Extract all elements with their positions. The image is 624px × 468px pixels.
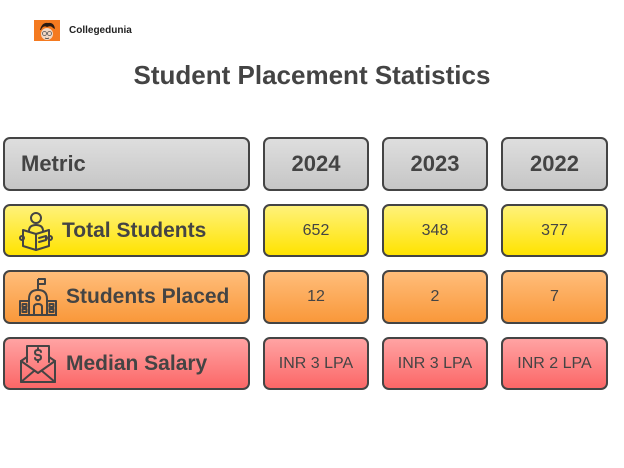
cell-total-students-2022: 377	[501, 204, 608, 257]
cell-students-placed-2022: 7	[501, 270, 608, 324]
row-label-text: Total Students	[62, 218, 207, 242]
header-metric: Metric	[3, 137, 250, 191]
header-2024: 2024	[263, 137, 369, 191]
header-2023: 2023	[382, 137, 488, 191]
row-label-median-salary: Median Salary	[3, 337, 250, 390]
school-building-icon	[19, 278, 57, 316]
cell-total-students-2024: 652	[263, 204, 369, 257]
student-reading-book-icon	[19, 211, 53, 251]
cell-students-placed-2024: 12	[263, 270, 369, 324]
cell-median-salary-2024: INR 3 LPA	[263, 337, 369, 390]
row-label-students-placed: Students Placed	[3, 270, 250, 324]
cell-students-placed-2023: 2	[382, 270, 488, 324]
row-label-text: Median Salary	[66, 351, 208, 375]
cell-total-students-2023: 348	[382, 204, 488, 257]
page-title: Student Placement Statistics	[133, 60, 491, 90]
brand-name: Collegedunia	[69, 25, 132, 36]
cell-median-salary-2023: INR 3 LPA	[382, 337, 488, 390]
header-2022: 2022	[501, 137, 608, 191]
brand-logo	[34, 20, 60, 41]
dollar-envelope-icon	[20, 344, 56, 383]
row-label-text: Students Placed	[66, 285, 230, 308]
row-label-total-students: Total Students	[3, 204, 250, 257]
cartoon-student-avatar-icon	[34, 20, 60, 41]
cell-median-salary-2022: INR 2 LPA	[501, 337, 608, 390]
